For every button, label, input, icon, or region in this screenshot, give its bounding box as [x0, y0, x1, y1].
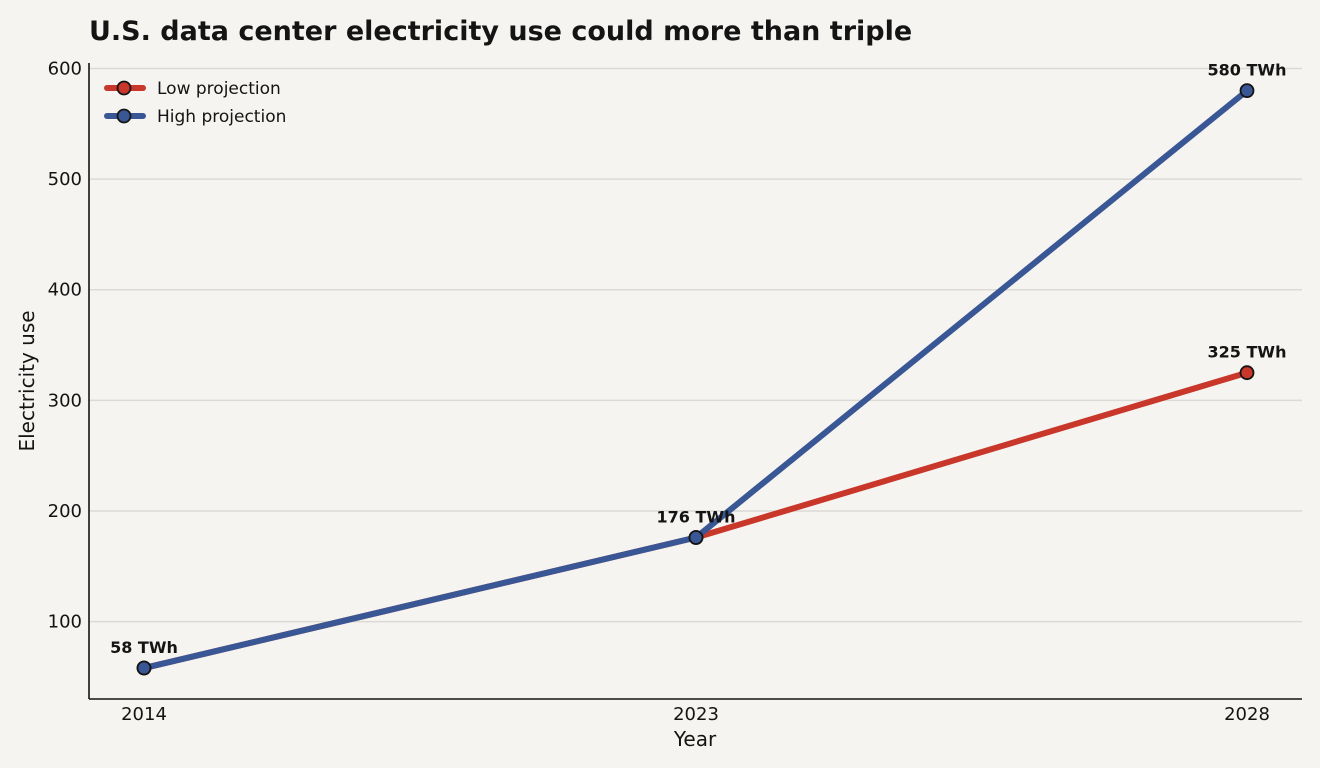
series-lines — [141, 87, 1250, 672]
x-axis-label: Year — [673, 727, 717, 751]
x-tick-label: 2014 — [121, 704, 167, 725]
data-point-high — [1239, 83, 1255, 99]
y-tick-label: 100 — [48, 612, 82, 633]
data-label: 58 TWh — [110, 638, 178, 657]
data-label: 580 TWh — [1208, 61, 1287, 80]
tick-labels: 100 200 300 400 500 600 2014 2023 2028 — [48, 59, 1270, 725]
data-points — [136, 83, 1255, 676]
legend-marker — [116, 108, 132, 124]
data-labels: 58 TWh 176 TWh 325 TWh 580 TWh — [110, 61, 1286, 657]
x-tick-label: 2023 — [673, 704, 719, 725]
legend: Low projection High projection — [104, 79, 286, 127]
y-tick-label: 500 — [48, 169, 82, 190]
legend-label: High projection — [157, 107, 286, 127]
legend-label: Low projection — [157, 79, 281, 99]
x-tick-label: 2028 — [1224, 704, 1270, 725]
legend-marker — [116, 80, 132, 96]
data-label: 176 TWh — [657, 508, 736, 527]
data-point-high — [688, 530, 704, 545]
y-tick-label: 400 — [48, 280, 82, 301]
y-axis-label: Electricity use — [15, 310, 39, 451]
data-point-high — [136, 660, 152, 676]
series-line-high — [141, 87, 1250, 672]
data-label: 325 TWh — [1208, 343, 1287, 362]
grid-lines — [89, 67, 1302, 623]
y-tick-label: 200 — [48, 501, 82, 522]
y-tick-label: 600 — [48, 59, 82, 80]
y-tick-label: 300 — [48, 390, 82, 411]
chart-title: U.S. data center electricity use could m… — [89, 16, 912, 47]
axes — [88, 63, 1302, 700]
data-point-low — [1239, 365, 1255, 381]
